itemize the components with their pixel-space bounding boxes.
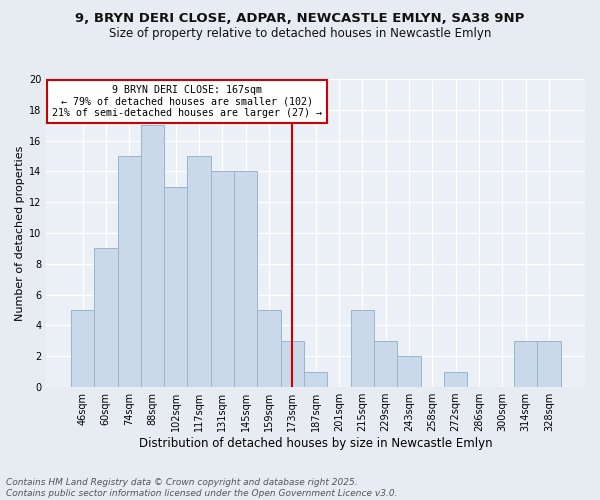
Bar <box>304 372 328 387</box>
Bar <box>164 187 187 387</box>
Text: 9 BRYN DERI CLOSE: 167sqm
← 79% of detached houses are smaller (102)
21% of semi: 9 BRYN DERI CLOSE: 167sqm ← 79% of detac… <box>52 85 322 118</box>
Text: Size of property relative to detached houses in Newcastle Emlyn: Size of property relative to detached ho… <box>109 28 491 40</box>
Y-axis label: Number of detached properties: Number of detached properties <box>15 146 25 320</box>
Bar <box>281 341 304 387</box>
Bar <box>397 356 421 387</box>
Bar <box>350 310 374 387</box>
Text: 9, BRYN DERI CLOSE, ADPAR, NEWCASTLE EMLYN, SA38 9NP: 9, BRYN DERI CLOSE, ADPAR, NEWCASTLE EML… <box>76 12 524 26</box>
Bar <box>537 341 560 387</box>
Bar <box>141 125 164 387</box>
Text: Contains HM Land Registry data © Crown copyright and database right 2025.
Contai: Contains HM Land Registry data © Crown c… <box>6 478 398 498</box>
Bar <box>71 310 94 387</box>
Bar <box>444 372 467 387</box>
Bar <box>94 248 118 387</box>
Bar <box>234 172 257 387</box>
Bar <box>118 156 141 387</box>
Bar <box>257 310 281 387</box>
X-axis label: Distribution of detached houses by size in Newcastle Emlyn: Distribution of detached houses by size … <box>139 437 493 450</box>
Bar <box>514 341 537 387</box>
Bar <box>187 156 211 387</box>
Bar <box>374 341 397 387</box>
Bar <box>211 172 234 387</box>
